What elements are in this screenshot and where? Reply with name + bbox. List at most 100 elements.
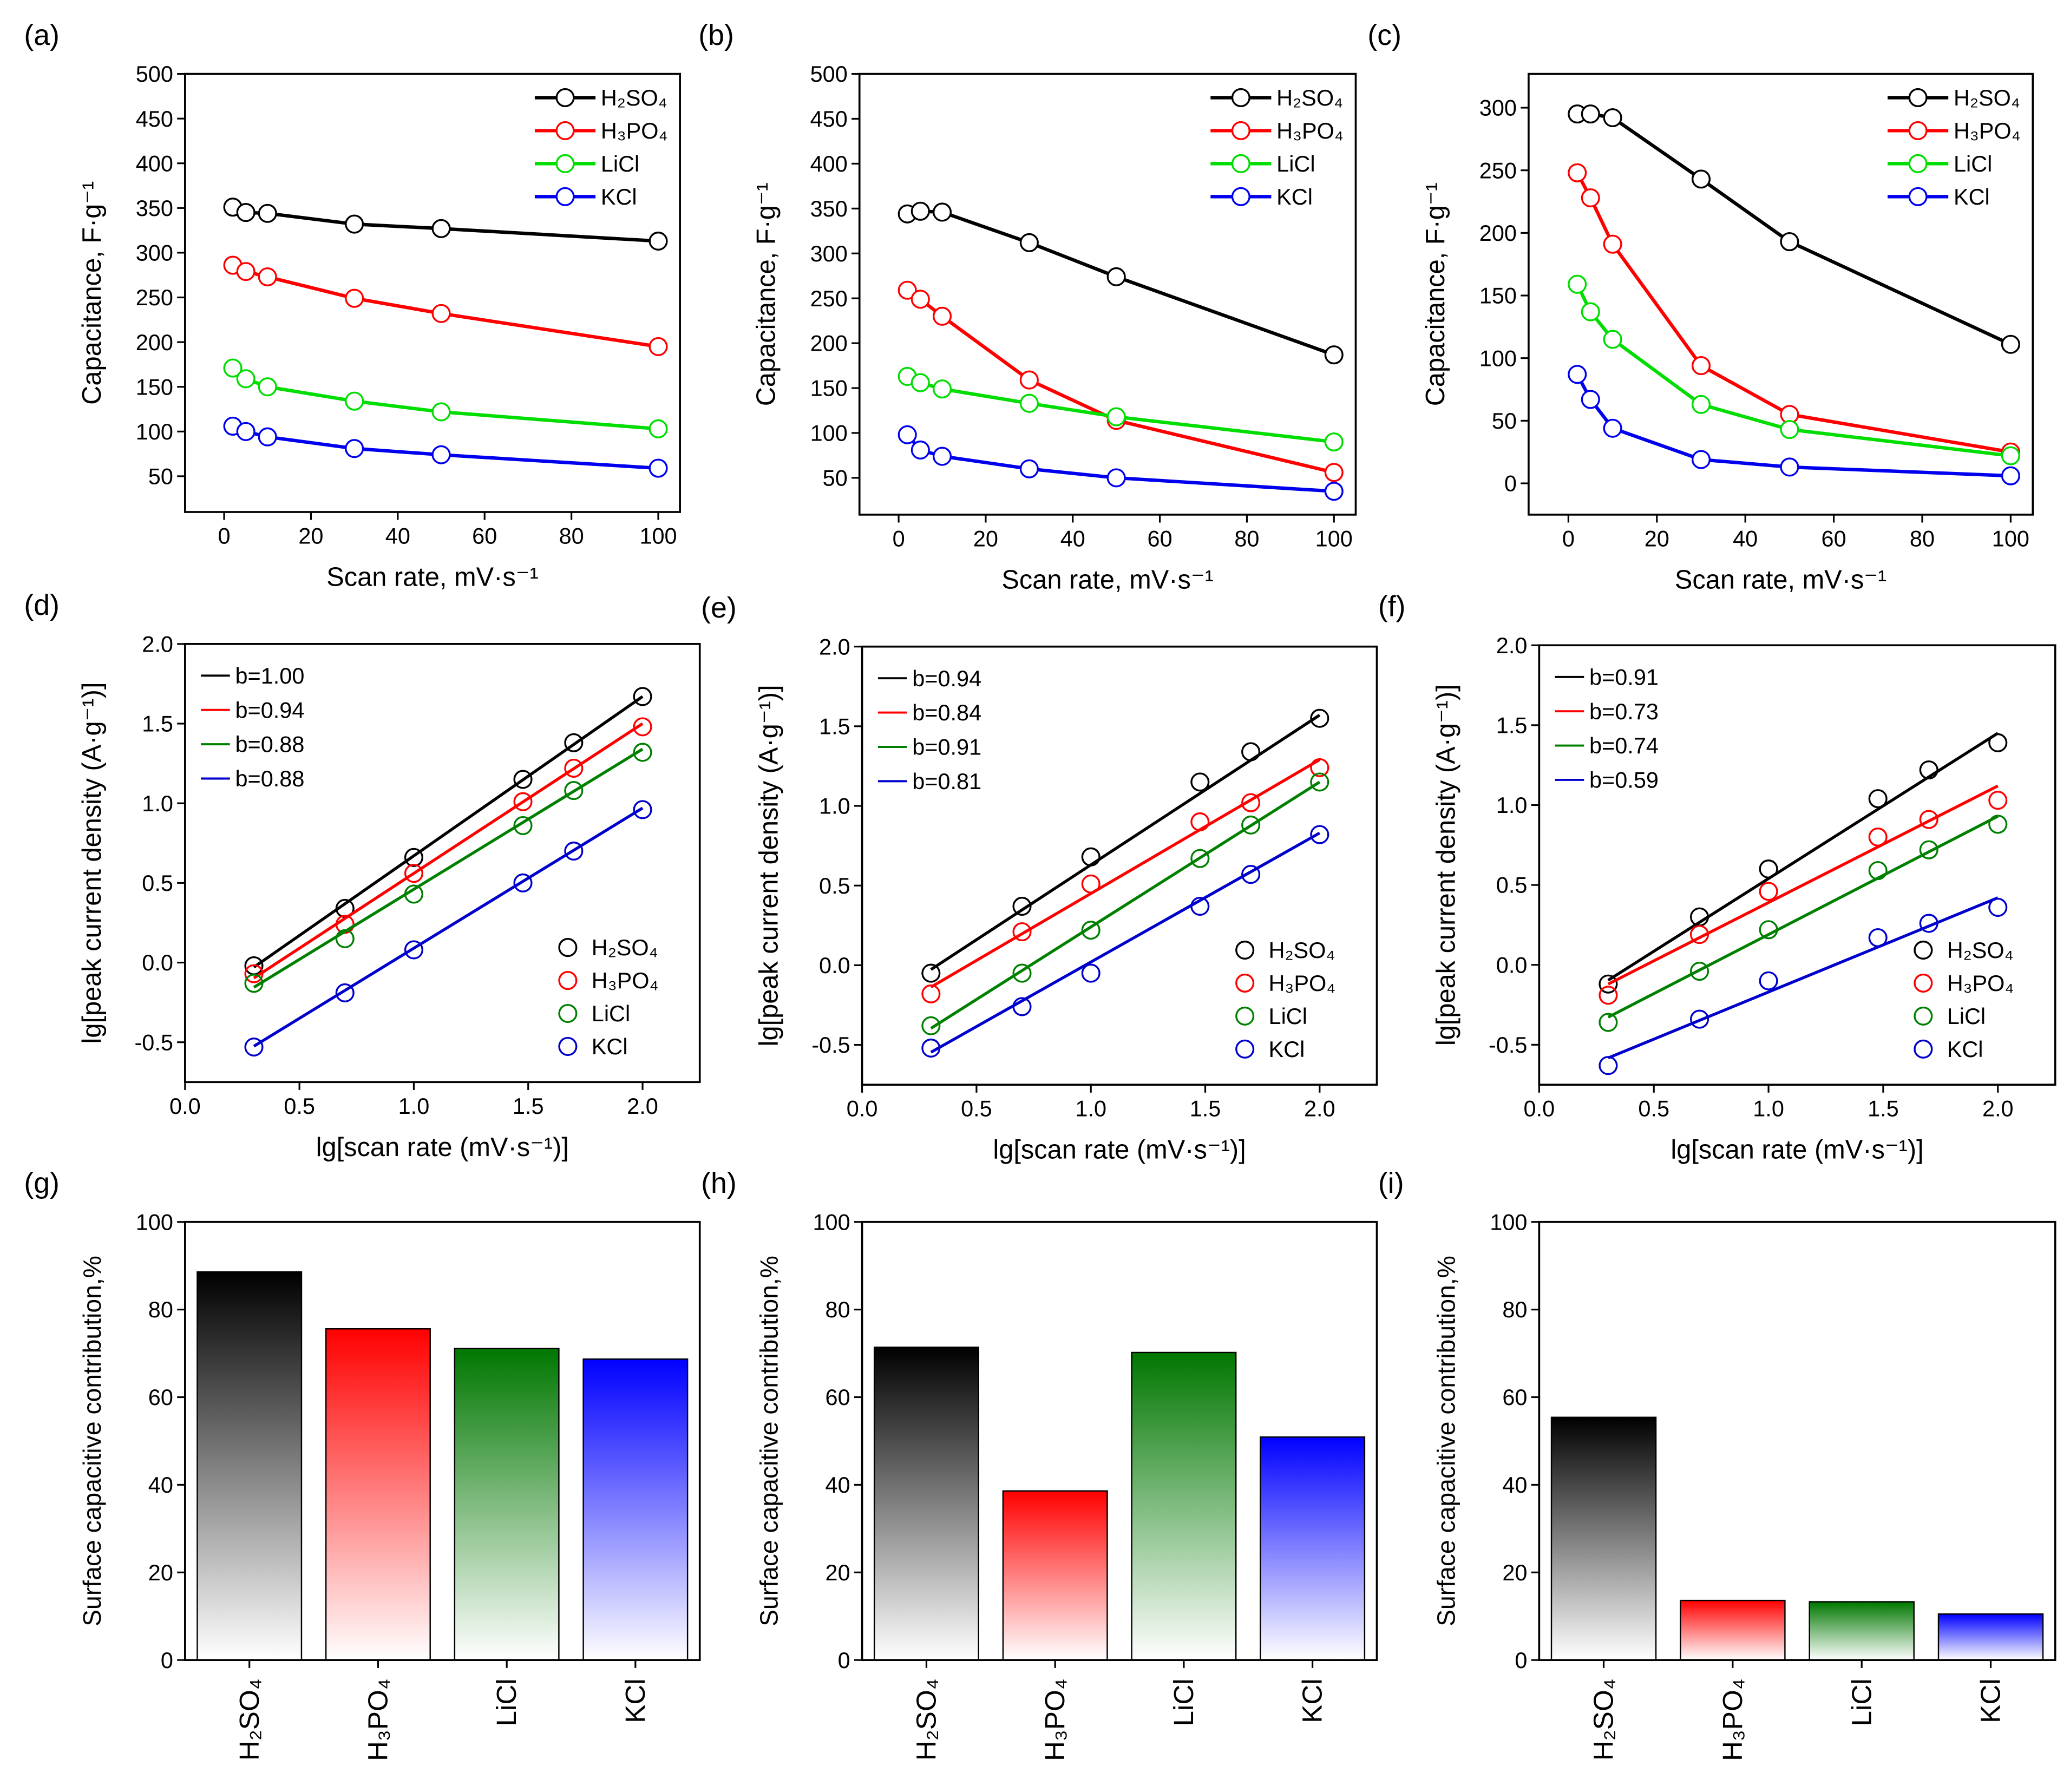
data-point — [1190, 849, 1210, 868]
data-point — [1019, 233, 1039, 252]
x-tick-label: 1.0 — [398, 1093, 430, 1119]
data-point — [633, 687, 652, 706]
y-tick-label: 0 — [1504, 471, 1517, 496]
y-tick-label: 0.5 — [819, 873, 850, 898]
data-point — [1190, 812, 1210, 832]
x-tick-label: H₃PO₄ — [1039, 1678, 1070, 1761]
legend-marker — [1908, 187, 1928, 206]
legend-label: H₂SO₄ — [1947, 937, 2014, 963]
data-point — [910, 290, 930, 309]
legend-label: H₃PO₄ — [601, 118, 668, 143]
data-point — [910, 373, 930, 392]
legend-marker — [558, 970, 578, 990]
data-point — [1759, 882, 1778, 901]
data-point — [648, 337, 668, 356]
y-tick-label: 2.0 — [1496, 633, 1528, 658]
y-tick-label: -0.5 — [811, 1032, 850, 1058]
data-point — [921, 963, 941, 983]
data-point — [932, 447, 952, 466]
data-point — [345, 439, 364, 458]
legend-label: b=0.91 — [912, 734, 981, 760]
data-point — [513, 792, 533, 811]
fit-line — [930, 714, 1321, 971]
legend-label: KCl — [1947, 1036, 1983, 1062]
data-point — [1599, 1013, 1618, 1032]
bar — [1260, 1436, 1366, 1661]
data-point — [1599, 974, 1618, 994]
y-tick-label: 1.0 — [142, 791, 173, 816]
data-point — [1241, 815, 1261, 835]
data-point — [2001, 334, 2020, 354]
data-point — [633, 717, 652, 737]
data-point — [1919, 840, 1938, 859]
panel-label: (i) — [1378, 1167, 1404, 1199]
panel-label: (a) — [24, 19, 60, 51]
x-axis-label: lg[scan rate (mV·s⁻¹)] — [993, 1135, 1246, 1165]
data-point — [1106, 407, 1126, 426]
legend-marker — [1914, 1039, 1933, 1059]
plot-frame — [184, 73, 681, 513]
x-tick-label: H₂SO₄ — [234, 1678, 265, 1761]
x-tick-label: H₂SO₄ — [911, 1678, 942, 1761]
legend-label: H₂SO₄ — [601, 85, 667, 110]
y-tick-label: 500 — [136, 61, 173, 87]
data-point — [244, 1037, 264, 1057]
y-tick-label: 250 — [136, 285, 173, 310]
data-point — [910, 201, 930, 221]
legend-label: H₂SO₄ — [1269, 937, 1335, 963]
x-tick-label: KCl — [1975, 1678, 2006, 1723]
data-point — [921, 1038, 941, 1058]
x-tick-label: 1.5 — [1190, 1096, 1221, 1121]
data-point — [431, 402, 451, 422]
x-axis-label: Scan rate, mV·s⁻¹ — [1675, 565, 1886, 594]
data-point — [244, 964, 264, 983]
fit-line — [1607, 896, 1999, 1060]
legend-marker — [558, 1036, 578, 1056]
x-tick-label: 0 — [218, 523, 230, 549]
plot-frame — [1538, 1220, 2056, 1662]
y-tick-label: 450 — [810, 106, 848, 132]
legend-marker — [1908, 121, 1928, 140]
data-point — [1581, 188, 1600, 208]
fit-line — [253, 806, 644, 1048]
series-line — [906, 288, 1335, 475]
x-tick-label: 80 — [1910, 526, 1935, 551]
fit-line — [1607, 784, 1999, 986]
data-point — [1019, 459, 1039, 478]
data-point — [1581, 390, 1600, 409]
data-point — [236, 262, 256, 281]
x-tick-label: 0.0 — [847, 1096, 878, 1121]
plot-frame — [1528, 73, 2034, 516]
data-point — [404, 848, 424, 867]
data-point — [1919, 914, 1938, 933]
y-tick-label: 2.0 — [142, 631, 173, 657]
x-tick-label: 2.0 — [1982, 1096, 2014, 1121]
x-tick-label: 100 — [1992, 526, 2029, 551]
data-point — [1241, 793, 1261, 812]
y-tick-label: 150 — [136, 374, 173, 399]
data-point — [1568, 365, 1587, 384]
y-tick-label: 500 — [810, 61, 848, 87]
y-axis-label: Capacitance, F·g⁻¹ — [1421, 182, 1450, 406]
data-point — [1012, 896, 1032, 916]
x-tick-label: 0.5 — [961, 1096, 992, 1121]
plot-frame — [184, 1220, 701, 1662]
x-axis-label: Scan rate, mV·s⁻¹ — [1001, 565, 1213, 594]
bar — [325, 1328, 431, 1661]
data-point — [633, 800, 652, 819]
x-tick-label: H₃PO₄ — [1717, 1678, 1748, 1761]
y-tick-label: 40 — [148, 1472, 173, 1498]
data-point — [345, 391, 364, 411]
data-point — [236, 203, 256, 222]
data-point — [1019, 370, 1039, 390]
legend-label: H₃PO₄ — [1269, 970, 1336, 996]
data-point — [1919, 760, 1938, 780]
legend-marker — [558, 1003, 578, 1023]
legend-label: H₃PO₄ — [592, 968, 659, 993]
y-tick-label: 400 — [136, 150, 173, 176]
x-tick-label: 2.0 — [627, 1093, 658, 1119]
legend-marker — [1908, 88, 1928, 107]
data-point — [236, 369, 256, 389]
y-tick-label: 0.0 — [1496, 952, 1528, 977]
legend-marker — [1231, 154, 1250, 173]
